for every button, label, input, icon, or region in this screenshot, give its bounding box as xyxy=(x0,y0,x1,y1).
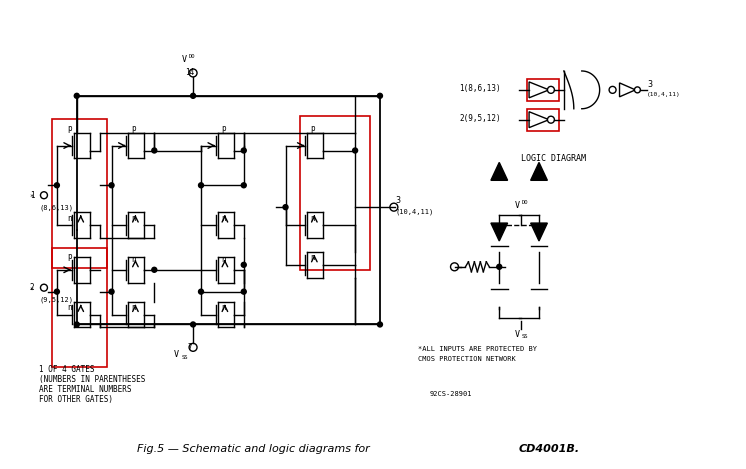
Polygon shape xyxy=(619,83,636,97)
Text: 1: 1 xyxy=(30,191,34,200)
Polygon shape xyxy=(529,112,549,128)
Bar xyxy=(52,248,107,367)
Text: *: * xyxy=(29,194,34,200)
Circle shape xyxy=(198,183,204,188)
Circle shape xyxy=(75,322,79,327)
Polygon shape xyxy=(491,162,507,180)
Text: CD4001B.: CD4001B. xyxy=(518,444,580,454)
Circle shape xyxy=(241,183,246,188)
Circle shape xyxy=(40,192,48,199)
Circle shape xyxy=(548,86,554,93)
Circle shape xyxy=(75,93,79,98)
Text: CMOS PROTECTION NETWORK: CMOS PROTECTION NETWORK xyxy=(418,356,515,362)
Circle shape xyxy=(189,69,197,77)
Circle shape xyxy=(189,343,197,351)
Text: 3: 3 xyxy=(648,80,652,90)
Text: 92CS-28901: 92CS-28901 xyxy=(430,391,472,397)
Text: (NUMBERS IN PARENTHESES: (NUMBERS IN PARENTHESES xyxy=(39,375,145,384)
Text: n: n xyxy=(131,213,136,223)
Text: DD: DD xyxy=(522,200,529,204)
Circle shape xyxy=(353,148,357,153)
Text: (10,4,11): (10,4,11) xyxy=(646,92,680,98)
Text: 1(8,6,13): 1(8,6,13) xyxy=(460,84,501,93)
Circle shape xyxy=(152,148,157,153)
Text: (10,4,11): (10,4,11) xyxy=(396,209,434,215)
Text: 2(9,5,12): 2(9,5,12) xyxy=(460,114,501,123)
Text: p: p xyxy=(67,252,72,261)
Text: LOGIC DIAGRAM: LOGIC DIAGRAM xyxy=(521,154,586,163)
Text: ARE TERMINAL NUMBERS: ARE TERMINAL NUMBERS xyxy=(39,385,131,393)
Text: p: p xyxy=(221,124,225,133)
Circle shape xyxy=(54,289,60,294)
Text: p: p xyxy=(67,124,72,133)
Text: SS: SS xyxy=(522,334,529,339)
Text: V: V xyxy=(515,201,520,210)
Circle shape xyxy=(377,93,383,98)
Text: p: p xyxy=(310,124,315,133)
Text: n: n xyxy=(221,303,225,312)
Text: DD: DD xyxy=(189,53,195,59)
Bar xyxy=(527,79,559,101)
Circle shape xyxy=(548,116,554,123)
Circle shape xyxy=(377,322,383,327)
Circle shape xyxy=(241,148,246,153)
Circle shape xyxy=(109,289,114,294)
Text: Fig.5 — Schematic and logic diagrams for: Fig.5 — Schematic and logic diagrams for xyxy=(137,444,373,454)
Circle shape xyxy=(152,267,157,272)
Circle shape xyxy=(497,265,502,269)
Text: V: V xyxy=(181,54,186,63)
Text: 14: 14 xyxy=(186,68,195,77)
Circle shape xyxy=(40,284,48,291)
Text: n: n xyxy=(221,255,225,265)
Polygon shape xyxy=(530,162,548,180)
Circle shape xyxy=(609,86,616,93)
Text: SS: SS xyxy=(181,355,188,360)
Polygon shape xyxy=(529,82,549,98)
Text: *: * xyxy=(29,287,34,293)
Text: n: n xyxy=(131,255,136,265)
Bar xyxy=(301,116,370,270)
Circle shape xyxy=(390,203,398,211)
Text: V: V xyxy=(174,350,179,359)
Circle shape xyxy=(54,183,60,188)
Circle shape xyxy=(283,204,288,210)
Text: n: n xyxy=(310,253,315,262)
Text: FOR OTHER GATES): FOR OTHER GATES) xyxy=(39,394,113,403)
Text: *ALL INPUTS ARE PROTECTED BY: *ALL INPUTS ARE PROTECTED BY xyxy=(418,346,536,352)
Polygon shape xyxy=(491,223,507,241)
Bar xyxy=(527,109,559,131)
Text: p: p xyxy=(131,124,136,133)
Circle shape xyxy=(190,322,195,327)
Text: V: V xyxy=(515,330,520,339)
Circle shape xyxy=(198,289,204,294)
Text: 7: 7 xyxy=(188,343,192,352)
Text: (9,5,12): (9,5,12) xyxy=(40,296,74,303)
Text: n: n xyxy=(310,213,315,223)
Text: 1 OF 4 GATES: 1 OF 4 GATES xyxy=(39,365,95,374)
Polygon shape xyxy=(530,223,548,241)
Text: n: n xyxy=(131,303,136,312)
Text: (8,6,13): (8,6,13) xyxy=(40,205,74,212)
Circle shape xyxy=(109,183,114,188)
Bar xyxy=(52,119,107,268)
Text: n: n xyxy=(67,213,72,223)
Text: 3: 3 xyxy=(396,196,401,204)
Circle shape xyxy=(451,263,459,271)
Circle shape xyxy=(190,93,195,98)
Circle shape xyxy=(241,289,246,294)
Circle shape xyxy=(241,262,246,267)
Text: n: n xyxy=(221,213,225,223)
Circle shape xyxy=(634,87,640,93)
Text: n: n xyxy=(67,303,72,312)
Text: 2: 2 xyxy=(30,283,34,292)
